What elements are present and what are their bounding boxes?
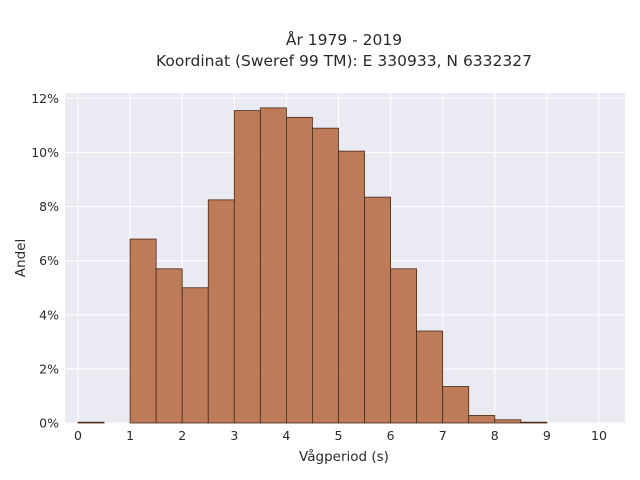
histogram-bar: [442, 386, 470, 424]
histogram-bar: [520, 421, 548, 424]
y-tick-label: 12%: [31, 91, 59, 106]
bars: [77, 107, 548, 424]
histogram-bar: [285, 116, 313, 424]
x-tick-label: 1: [126, 428, 134, 443]
histogram-bar: [390, 268, 418, 424]
y-tick-label: 4%: [39, 307, 59, 322]
histogram-bar: [312, 127, 339, 424]
x-tick-label: 5: [335, 428, 343, 443]
x-tick-label: 7: [439, 428, 447, 443]
histogram-bar: [416, 330, 444, 424]
histogram-bar: [259, 107, 287, 424]
x-tick-label: 6: [387, 428, 395, 443]
y-tick-label: 2%: [39, 361, 59, 376]
histogram-bar: [494, 419, 522, 424]
x-axis-ticks: 0 1 2 3 4 5 6 7 8 9 10: [74, 428, 607, 443]
y-tick-label: 0%: [39, 416, 59, 431]
chart-title: År 1979 - 2019: [286, 30, 402, 49]
y-tick-label: 8%: [39, 199, 59, 214]
x-tick-label: 3: [230, 428, 238, 443]
y-tick-label: 10%: [31, 145, 59, 160]
x-axis-label: Vågperiod (s): [299, 448, 389, 465]
x-tick-label: 10: [591, 428, 607, 443]
x-tick-label: 0: [74, 428, 82, 443]
histogram-bar: [129, 238, 157, 424]
x-tick-label: 9: [543, 428, 551, 443]
y-axis-label: Andel: [13, 239, 29, 277]
y-axis-ticks: 0% 2% 4% 6% 8% 10% 12%: [31, 91, 59, 431]
x-tick-label: 2: [178, 428, 186, 443]
histogram-bar: [364, 196, 391, 424]
y-tick-label: 6%: [39, 253, 59, 268]
histogram-bar: [233, 110, 261, 424]
histogram-bar: [207, 199, 235, 424]
histogram-bar: [468, 415, 496, 424]
chart-subtitle: Koordinat (Sweref 99 TM): E 330933, N 63…: [156, 52, 532, 70]
x-tick-label: 8: [491, 428, 499, 443]
x-tick-label: 4: [282, 428, 290, 443]
histogram-bar: [77, 421, 105, 424]
histogram-bar: [155, 268, 183, 424]
histogram-bar: [181, 287, 209, 424]
histogram-bar: [338, 150, 365, 424]
